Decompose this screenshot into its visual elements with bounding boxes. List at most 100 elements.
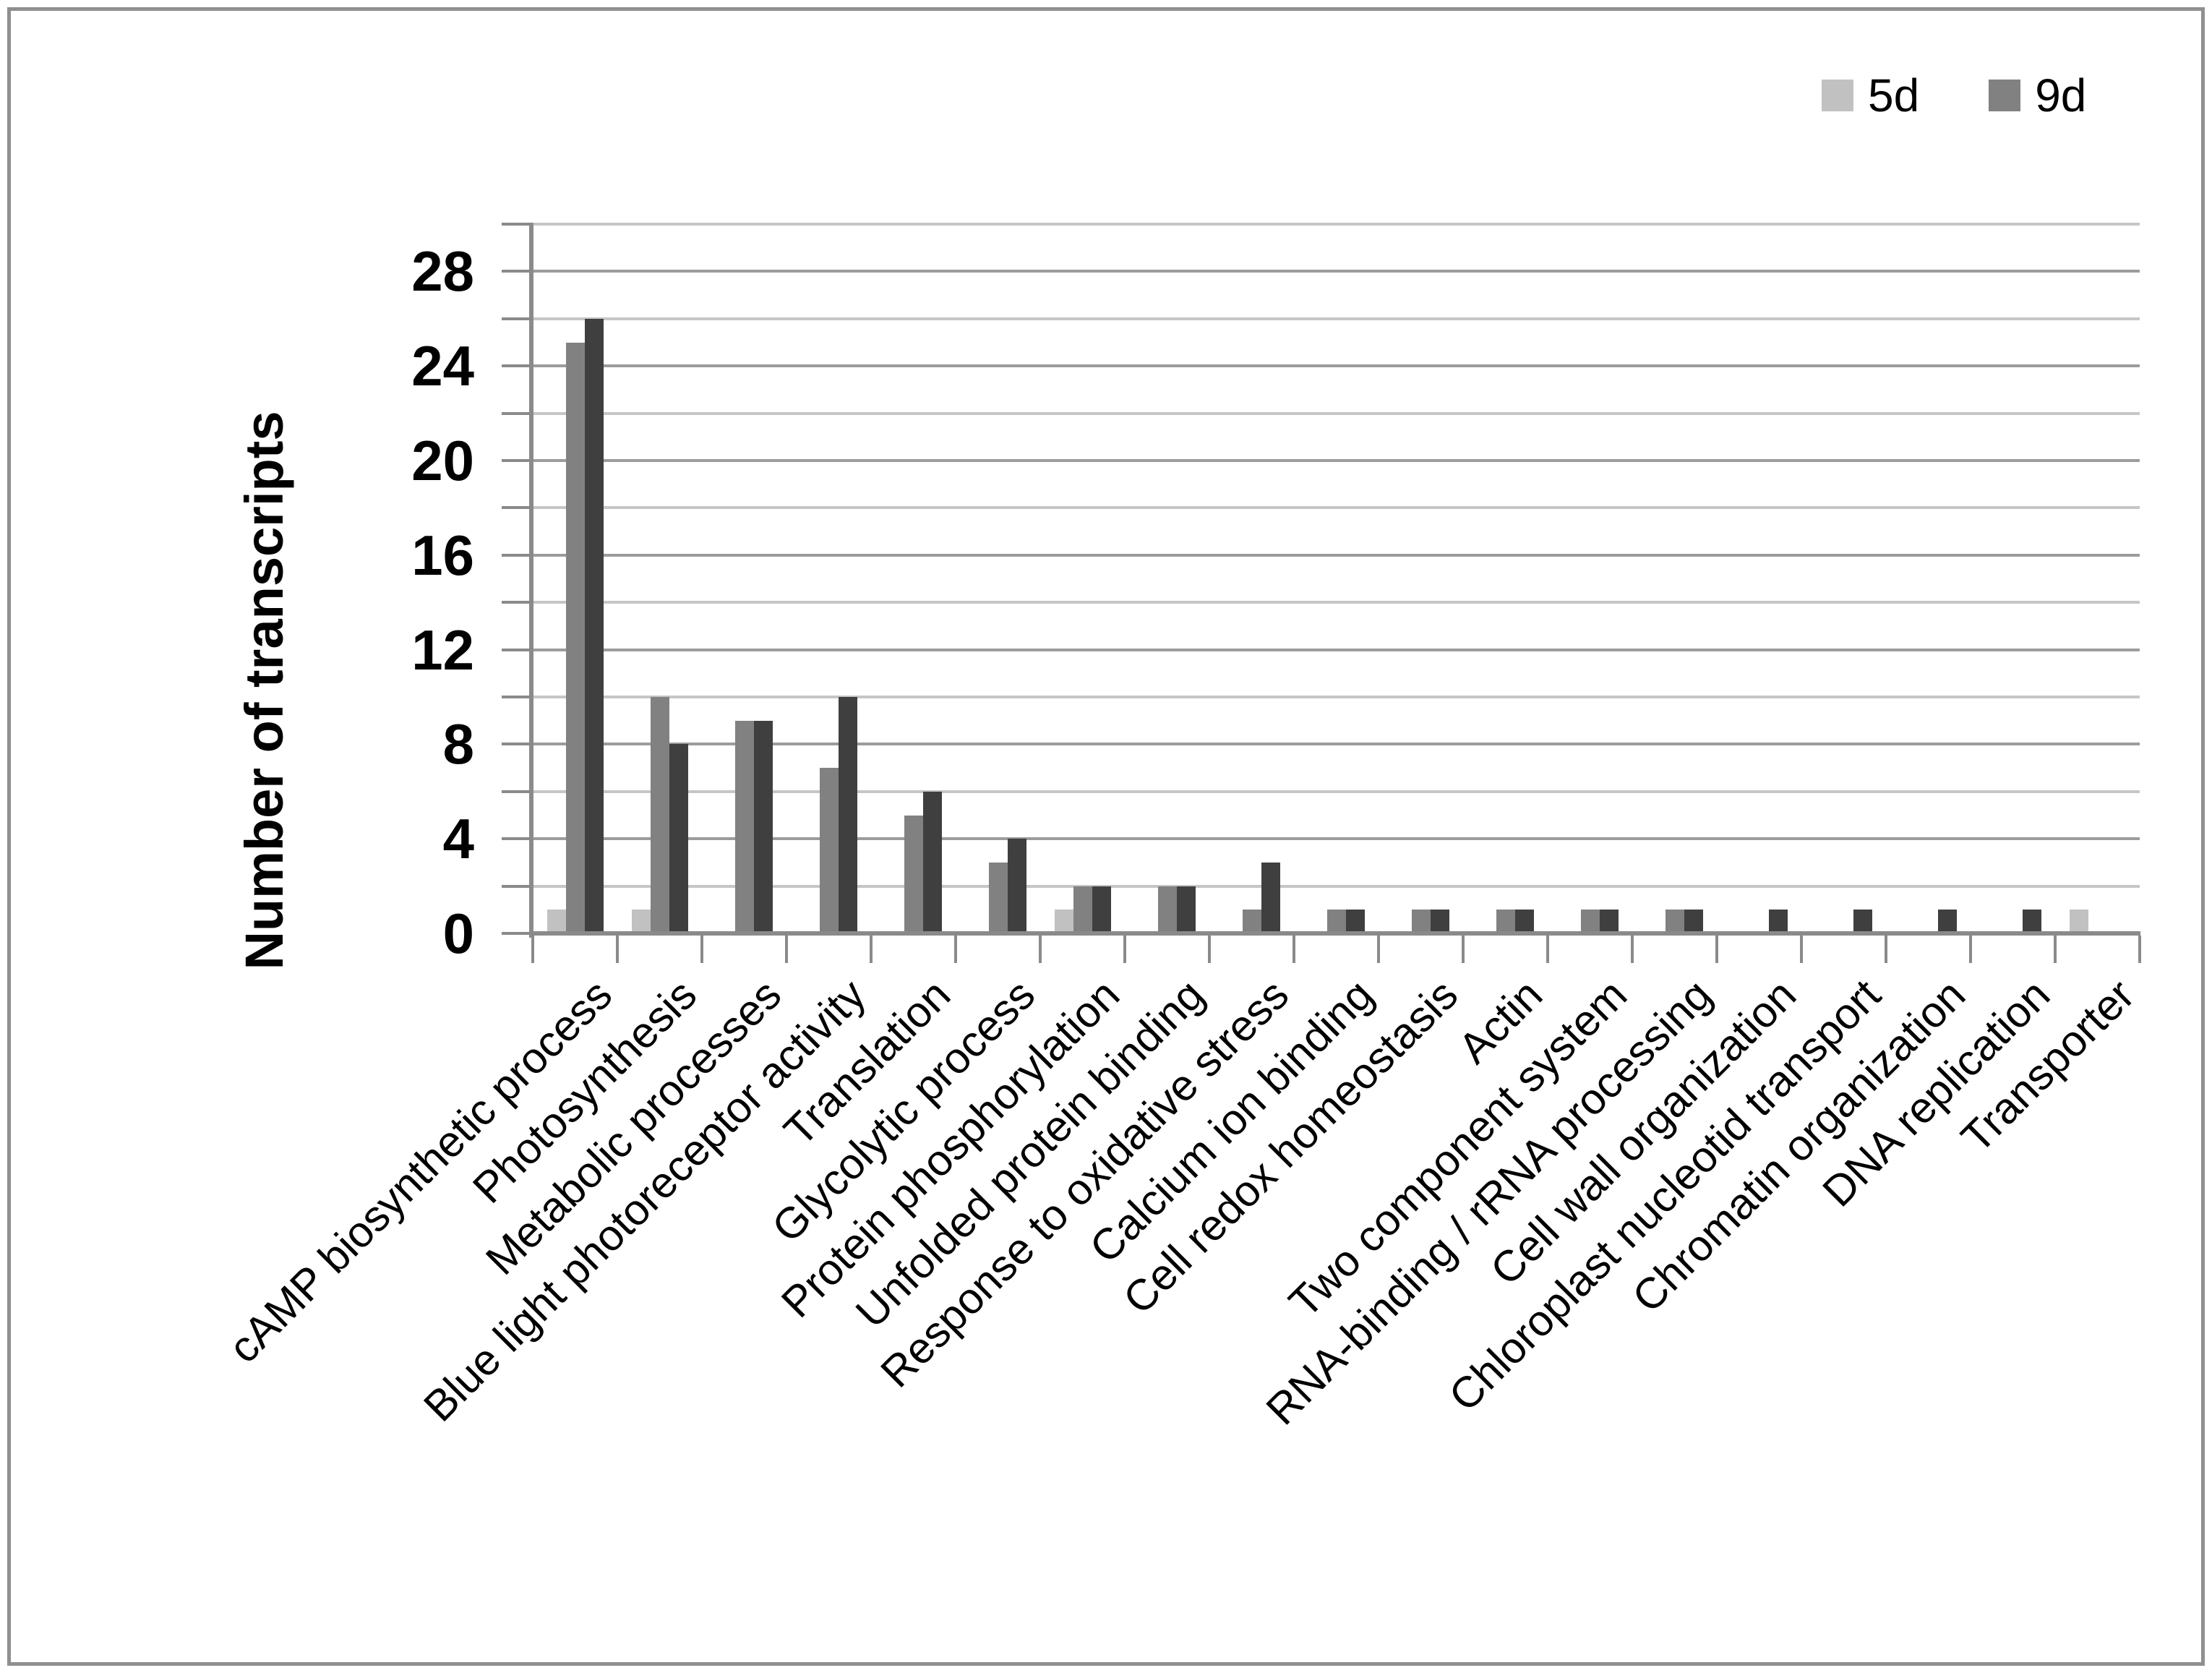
bar	[819, 768, 839, 933]
bar	[2069, 910, 2088, 933]
gridline-major	[533, 270, 2140, 273]
bar	[669, 744, 688, 933]
x-axis-tick	[700, 936, 703, 963]
bar	[838, 697, 857, 933]
legend-swatch-9d	[1989, 80, 2021, 111]
bar	[1411, 910, 1431, 933]
gridline-minor	[533, 601, 2140, 604]
bar	[1937, 910, 1957, 933]
gridline-major	[533, 743, 2140, 746]
bar	[988, 862, 1008, 933]
legend-item: 5d	[1822, 69, 1920, 121]
x-axis-line	[529, 931, 2140, 936]
figure-frame	[7, 7, 2205, 1666]
y-axis-tick	[502, 411, 529, 415]
bar	[1092, 886, 1111, 933]
y-axis-tick	[502, 459, 529, 462]
gridline-minor	[533, 884, 2140, 888]
legend-swatch-5d	[1822, 80, 1853, 111]
gridline-minor	[533, 696, 2140, 698]
x-axis-tick	[1039, 936, 1042, 963]
y-axis-tick	[502, 837, 529, 841]
y-axis-tick	[502, 932, 529, 935]
y-axis-tick	[502, 696, 529, 698]
bar	[1157, 886, 1177, 933]
bar	[2022, 910, 2041, 933]
legend-item: 9d	[1989, 69, 2087, 121]
bar	[1496, 910, 1515, 933]
bar	[1768, 910, 1788, 933]
bar	[546, 910, 566, 933]
gridline-minor	[533, 223, 2140, 226]
x-axis-tick	[531, 936, 534, 963]
x-axis-tick	[1715, 936, 1718, 963]
x-axis-tick	[954, 936, 957, 963]
y-tick-label: 4	[442, 807, 474, 871]
x-axis-tick	[616, 936, 619, 963]
x-axis-tick	[2054, 936, 2057, 963]
y-tick-label: 20	[411, 429, 474, 492]
y-axis-tick	[502, 317, 529, 320]
bar	[584, 318, 604, 933]
legend-label: 5d	[1868, 69, 1920, 121]
bar	[1665, 910, 1684, 933]
x-axis-tick	[785, 936, 788, 963]
y-tick-label: 0	[442, 902, 474, 965]
gridline-major	[533, 553, 2140, 557]
gridline-minor	[533, 317, 2140, 320]
x-axis-tick	[1462, 936, 1465, 963]
bar	[753, 720, 773, 933]
y-axis-tick	[502, 648, 529, 651]
y-axis-tick	[502, 553, 529, 557]
gridline-major	[533, 837, 2140, 841]
x-axis-tick	[1293, 936, 1295, 963]
bar	[1073, 886, 1092, 933]
x-axis-tick	[1885, 936, 1887, 963]
x-axis-tick	[1377, 936, 1380, 963]
legend-label: 9d	[2035, 69, 2087, 121]
x-axis-tick	[1546, 936, 1549, 963]
y-axis-line	[529, 223, 533, 938]
bar	[1684, 910, 1703, 933]
bar	[904, 815, 923, 933]
gridline-minor	[533, 411, 2140, 415]
y-tick-label: 16	[411, 523, 474, 587]
x-axis-tick	[1631, 936, 1634, 963]
bar	[1054, 910, 1073, 933]
y-axis-tick	[502, 223, 529, 226]
y-axis-tick	[502, 790, 529, 793]
y-tick-label: 12	[411, 617, 474, 682]
bar	[650, 697, 669, 933]
x-axis-tick	[1800, 936, 1803, 963]
bar	[1514, 910, 1534, 933]
bar	[1176, 886, 1196, 933]
y-axis-tick	[502, 884, 529, 888]
x-axis-tick	[1208, 936, 1211, 963]
bar	[631, 910, 651, 933]
x-axis-tick	[870, 936, 873, 963]
y-axis-title: Number of transcripts	[234, 411, 294, 970]
legend: 5d 9d	[1822, 69, 2156, 121]
bar	[565, 342, 585, 933]
gridline-major	[533, 648, 2140, 651]
bar	[1326, 910, 1346, 933]
y-axis-tick	[502, 270, 529, 273]
y-axis-tick	[502, 743, 529, 746]
bar	[734, 720, 754, 933]
gridline-major	[533, 364, 2140, 368]
bar	[1242, 910, 1261, 933]
bar	[922, 791, 942, 933]
y-axis-tick	[502, 364, 529, 368]
y-axis-tick	[502, 601, 529, 604]
bar	[1007, 839, 1026, 933]
y-tick-label: 8	[442, 712, 474, 776]
bar	[1430, 910, 1449, 933]
gridline-minor	[533, 790, 2140, 793]
bar	[1580, 910, 1600, 933]
gridline-minor	[533, 506, 2140, 510]
y-axis-tick	[502, 506, 529, 510]
x-axis-tick	[1123, 936, 1126, 963]
bar	[1261, 862, 1280, 933]
y-tick-label: 24	[411, 334, 474, 398]
